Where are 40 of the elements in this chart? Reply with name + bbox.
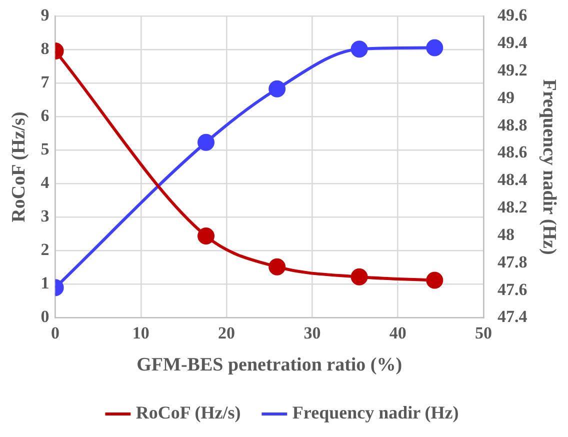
- y2-tick-label: 47.6: [497, 280, 528, 299]
- point: [198, 134, 215, 151]
- point: [268, 80, 286, 98]
- y2-tick-label: 47.4: [497, 307, 528, 326]
- y2-tick-label: 48.4: [497, 170, 528, 190]
- x-tick-label: 10: [132, 323, 150, 342]
- point: [426, 272, 444, 289]
- y-tick-label: 1: [40, 274, 50, 293]
- y2-tick-label: 49.6: [497, 6, 528, 25]
- y-tick-label: 4: [40, 173, 50, 192]
- point: [426, 39, 444, 56]
- x-tick-label: 50: [474, 323, 492, 342]
- x-tick-label: 30: [304, 323, 321, 342]
- x-tick-label: 40: [389, 323, 406, 342]
- y2-axis-title: Frequency nadir (Hz): [538, 79, 560, 255]
- legend-label: Frequency nadir (Hz): [292, 402, 459, 423]
- y-tick-label: 0: [40, 307, 50, 326]
- y-tick-label: 7: [40, 72, 50, 92]
- y2-tick-label: 48.6: [497, 142, 528, 162]
- y-tick-label: 8: [40, 39, 50, 58]
- y-tick-label: 9: [40, 6, 50, 25]
- y-tick-label: 3: [40, 206, 50, 226]
- legend-label: RoCoF (Hz/s): [136, 402, 241, 423]
- point: [350, 40, 368, 58]
- y2-tick-label: 49.2: [497, 60, 528, 80]
- y2-tick-label: 48.2: [497, 198, 528, 217]
- y2-tick-label: 49: [497, 88, 514, 107]
- y2-tick-label: 48: [497, 224, 514, 244]
- point: [198, 228, 215, 245]
- y2-tick-label: 47.8: [497, 252, 528, 272]
- y-tick-label: 5: [40, 140, 50, 159]
- point: [350, 268, 368, 286]
- y2-tick-label: 49.4: [497, 33, 528, 52]
- y-tick-label: 6: [40, 106, 50, 126]
- y2-tick-label: 48.8: [497, 115, 528, 134]
- point: [268, 258, 286, 276]
- y-axis-title: RoCoF (Hz/s): [8, 112, 30, 222]
- x-axis-title: GFM-BES penetration ratio (%): [136, 354, 402, 376]
- y-tick-label: 2: [40, 240, 50, 260]
- x-tick-label: 20: [218, 323, 236, 342]
